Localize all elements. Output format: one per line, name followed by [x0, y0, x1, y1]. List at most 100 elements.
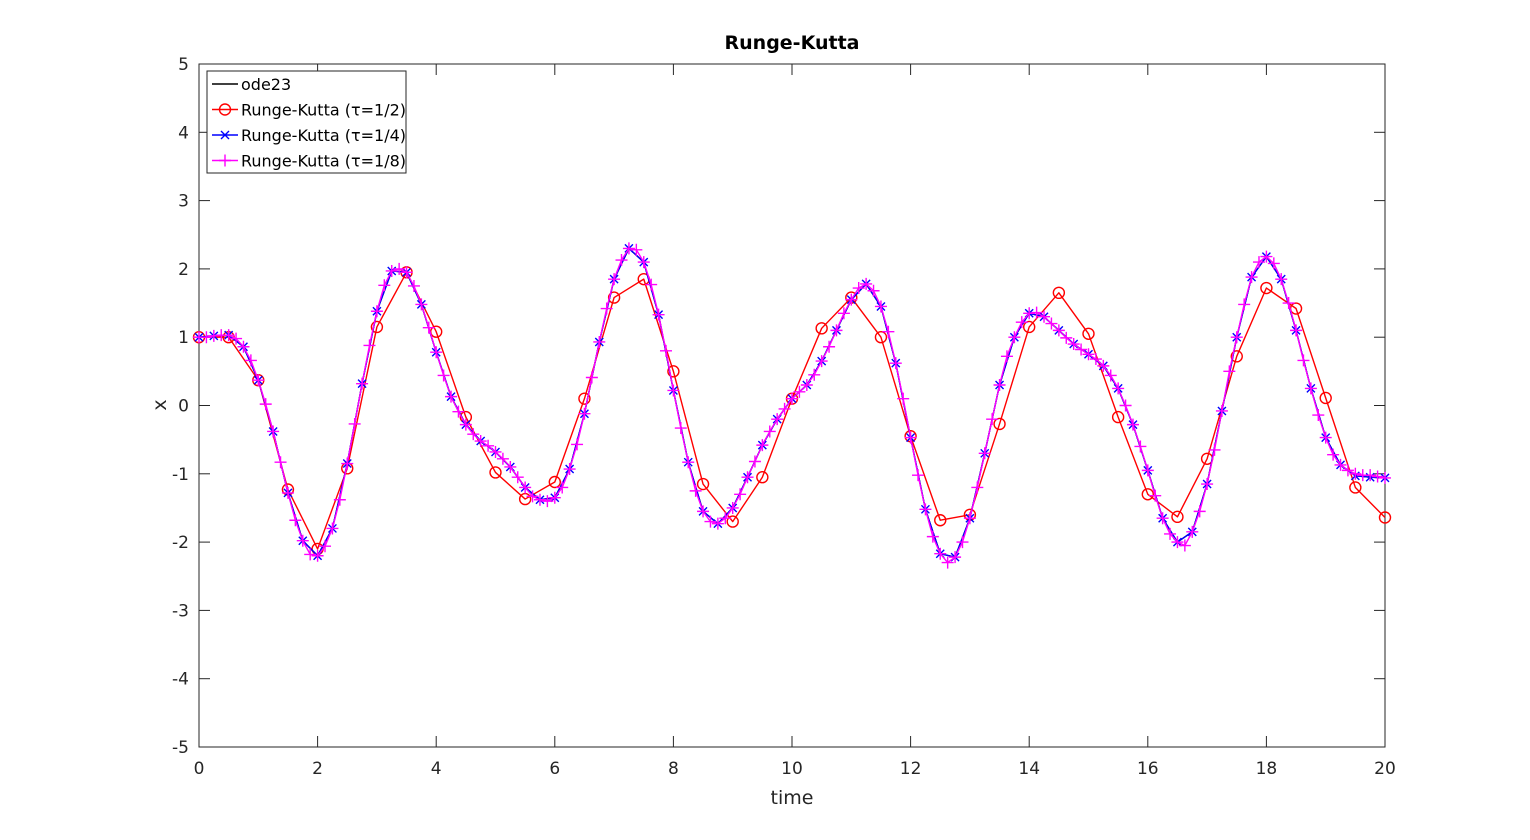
data-point	[220, 130, 230, 140]
data-point	[415, 298, 428, 311]
data-point	[808, 368, 821, 381]
data-point	[578, 407, 591, 420]
data-point	[1290, 324, 1303, 337]
data-point	[607, 291, 621, 304]
legend-item: Runge-Kutta (τ=1/8)	[212, 152, 406, 171]
data-point	[726, 501, 739, 514]
data-point	[218, 103, 232, 116]
data-point	[986, 413, 999, 426]
data-point	[356, 377, 369, 390]
data-point	[941, 556, 954, 569]
data-point	[697, 505, 710, 518]
data-point	[1111, 410, 1125, 424]
legend-item: Runge-Kutta (τ=1/4)	[212, 126, 406, 145]
data-point	[726, 515, 739, 528]
data-point	[200, 331, 213, 344]
axes-box	[198, 63, 1386, 748]
data-point	[459, 418, 472, 431]
data-point	[519, 481, 532, 494]
legend-label: Runge-Kutta (τ=1/4)	[241, 126, 406, 145]
data-point	[860, 277, 873, 290]
data-point	[1171, 536, 1184, 549]
y-axis-label: x	[149, 399, 171, 410]
data-point	[1052, 286, 1066, 300]
data-point	[926, 530, 939, 543]
data-point	[407, 279, 420, 292]
data-point	[778, 402, 791, 415]
data-point	[971, 481, 984, 494]
data-point	[667, 365, 680, 378]
y-tick-label: -3	[172, 601, 189, 621]
data-point	[1156, 512, 1169, 525]
data-point	[786, 392, 798, 405]
data-point	[659, 344, 672, 357]
data-point	[474, 435, 487, 448]
data-point	[393, 262, 406, 275]
data-point	[1349, 481, 1362, 494]
data-point	[748, 455, 761, 468]
y-tick-label: 5	[178, 55, 189, 75]
x-tick-label: 12	[900, 759, 922, 779]
y-tick-label: -1	[172, 465, 189, 485]
data-point	[1038, 310, 1051, 323]
y-tick-label: 0	[178, 397, 189, 417]
data-point	[259, 398, 272, 411]
data-point	[452, 405, 465, 418]
data-point	[244, 354, 257, 367]
data-point	[533, 493, 546, 506]
data-point	[608, 273, 621, 286]
data-point	[793, 385, 806, 398]
data-point	[815, 355, 828, 368]
data-point	[445, 390, 458, 403]
data-point	[467, 428, 480, 441]
data-point	[319, 540, 332, 553]
data-point	[363, 339, 376, 352]
data-point	[756, 439, 769, 452]
data-point	[230, 332, 243, 345]
data-point	[1075, 343, 1088, 356]
data-point	[1238, 298, 1251, 311]
data-point	[1082, 348, 1095, 361]
data-point	[741, 471, 754, 484]
data-point	[556, 481, 569, 494]
data-point	[1178, 539, 1191, 552]
data-point	[1230, 350, 1243, 363]
data-point	[274, 456, 287, 469]
data-point	[1379, 471, 1391, 484]
data-point	[1112, 382, 1125, 395]
data-point	[378, 279, 391, 292]
y-tick-label: 1	[178, 328, 189, 348]
data-point	[1215, 404, 1228, 417]
data-point	[289, 514, 302, 527]
data-point	[674, 422, 687, 435]
data-point	[963, 512, 976, 525]
data-point	[489, 445, 502, 458]
data-point	[370, 305, 383, 318]
data-point	[1097, 359, 1110, 372]
data-point	[304, 548, 317, 561]
data-point	[622, 242, 635, 255]
data-point	[1104, 369, 1117, 382]
data-point	[1304, 382, 1317, 395]
data-point	[1252, 256, 1265, 269]
data-point	[548, 491, 561, 504]
data-point	[756, 471, 769, 484]
data-point	[830, 324, 843, 337]
data-point	[1149, 489, 1162, 502]
data-point	[1045, 317, 1058, 330]
data-point	[1364, 469, 1377, 482]
legend-label: Runge-Kutta (τ=1/2)	[241, 101, 406, 120]
data-point	[845, 293, 858, 306]
data-point	[1282, 297, 1295, 310]
data-point	[1371, 470, 1384, 483]
data-point	[1297, 354, 1310, 367]
data-point	[311, 549, 324, 562]
data-point	[600, 302, 613, 315]
x-tick-label: 14	[1018, 759, 1040, 779]
data-point	[400, 266, 413, 279]
data-point	[696, 477, 710, 491]
data-point	[1260, 281, 1273, 295]
data-point	[1208, 443, 1221, 456]
data-point	[993, 417, 1006, 431]
